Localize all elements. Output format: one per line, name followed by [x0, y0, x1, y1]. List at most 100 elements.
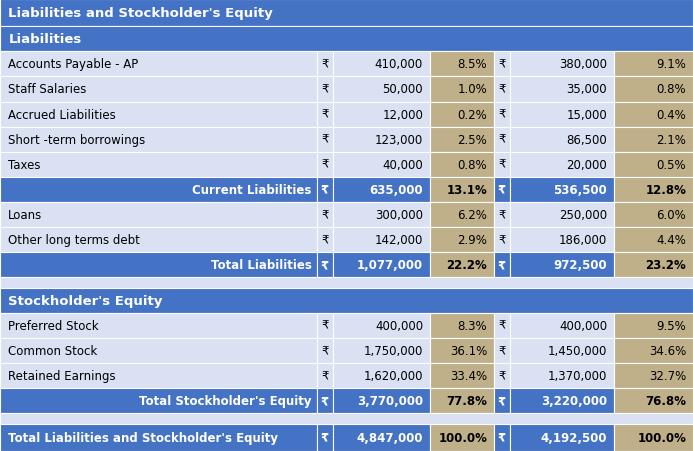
Bar: [0, 313, 317, 338]
Bar: [614, 152, 693, 178]
Text: ₹: ₹: [498, 158, 506, 171]
Bar: [333, 127, 430, 152]
Bar: [510, 253, 614, 278]
Text: Staff Salaries: Staff Salaries: [8, 83, 87, 96]
Text: ₹: ₹: [322, 234, 328, 247]
Bar: [430, 253, 494, 278]
Text: Short -term borrowings: Short -term borrowings: [8, 133, 146, 147]
Text: 76.8%: 76.8%: [645, 395, 686, 407]
Bar: [333, 228, 430, 253]
Text: 1,370,000: 1,370,000: [547, 369, 607, 382]
Text: ₹: ₹: [321, 184, 329, 197]
Bar: [333, 313, 430, 338]
Bar: [494, 338, 510, 364]
Bar: [430, 364, 494, 388]
Text: ₹: ₹: [498, 108, 506, 121]
Bar: [510, 364, 614, 388]
Bar: [510, 52, 614, 77]
Bar: [494, 364, 510, 388]
Bar: [494, 388, 510, 414]
Bar: [317, 313, 333, 338]
Text: ₹: ₹: [322, 208, 328, 221]
Bar: [430, 388, 494, 414]
Bar: [333, 152, 430, 178]
Text: 4.4%: 4.4%: [656, 234, 686, 247]
Bar: [614, 424, 693, 451]
Bar: [510, 424, 614, 451]
Text: Retained Earnings: Retained Earnings: [8, 369, 116, 382]
Bar: [0, 338, 317, 364]
Bar: [0, 178, 317, 202]
Text: ₹: ₹: [498, 395, 506, 407]
Text: Liabilities and Stockholder's Equity: Liabilities and Stockholder's Equity: [8, 7, 273, 20]
Bar: [317, 253, 333, 278]
Bar: [510, 102, 614, 127]
Text: 635,000: 635,000: [369, 184, 423, 197]
Text: 4,192,500: 4,192,500: [541, 431, 607, 444]
Text: ₹: ₹: [498, 344, 506, 357]
Bar: [430, 178, 494, 202]
Bar: [614, 52, 693, 77]
Text: 9.1%: 9.1%: [656, 58, 686, 71]
Text: 186,000: 186,000: [559, 234, 607, 247]
Text: Total Stockholder's Equity: Total Stockholder's Equity: [139, 395, 311, 407]
Bar: [430, 202, 494, 228]
Text: ₹: ₹: [322, 319, 328, 332]
Text: ₹: ₹: [322, 108, 328, 121]
Text: Accrued Liabilities: Accrued Liabilities: [8, 108, 116, 121]
Bar: [0, 127, 317, 152]
Bar: [614, 102, 693, 127]
Text: 23.2%: 23.2%: [645, 259, 686, 272]
Bar: [430, 52, 494, 77]
Bar: [510, 178, 614, 202]
Bar: [317, 77, 333, 102]
Bar: [0, 228, 317, 253]
Text: Loans: Loans: [8, 208, 42, 221]
Bar: [430, 127, 494, 152]
Bar: [510, 202, 614, 228]
Text: ₹: ₹: [498, 369, 506, 382]
Bar: [333, 178, 430, 202]
Bar: [430, 228, 494, 253]
Text: ₹: ₹: [498, 319, 506, 332]
Text: 100.0%: 100.0%: [637, 431, 686, 444]
Bar: [333, 52, 430, 77]
Bar: [430, 77, 494, 102]
Text: Current Liabilities: Current Liabilities: [192, 184, 311, 197]
Bar: [333, 424, 430, 451]
Text: ₹: ₹: [322, 369, 328, 382]
Bar: [614, 228, 693, 253]
Text: Other long terms debt: Other long terms debt: [8, 234, 140, 247]
Bar: [0, 288, 693, 313]
Bar: [317, 228, 333, 253]
Bar: [0, 102, 317, 127]
Text: 400,000: 400,000: [375, 319, 423, 332]
Text: 77.8%: 77.8%: [446, 395, 487, 407]
Bar: [317, 152, 333, 178]
Bar: [0, 278, 693, 288]
Text: Stockholder's Equity: Stockholder's Equity: [8, 294, 163, 307]
Bar: [510, 127, 614, 152]
Text: Total Liabilities: Total Liabilities: [211, 259, 311, 272]
Text: 2.1%: 2.1%: [656, 133, 686, 147]
Bar: [317, 52, 333, 77]
Bar: [430, 313, 494, 338]
Text: 86,500: 86,500: [566, 133, 607, 147]
Bar: [333, 388, 430, 414]
Bar: [0, 253, 317, 278]
Bar: [614, 127, 693, 152]
Bar: [494, 127, 510, 152]
Bar: [494, 253, 510, 278]
Text: 8.5%: 8.5%: [457, 58, 487, 71]
Bar: [430, 424, 494, 451]
Text: 0.2%: 0.2%: [457, 108, 487, 121]
Bar: [317, 388, 333, 414]
Text: 35,000: 35,000: [566, 83, 607, 96]
Text: 2.5%: 2.5%: [457, 133, 487, 147]
Bar: [0, 364, 317, 388]
Text: Common Stock: Common Stock: [8, 344, 98, 357]
Text: ₹: ₹: [322, 158, 328, 171]
Bar: [333, 77, 430, 102]
Text: 12,000: 12,000: [383, 108, 423, 121]
Text: 3,220,000: 3,220,000: [541, 395, 607, 407]
